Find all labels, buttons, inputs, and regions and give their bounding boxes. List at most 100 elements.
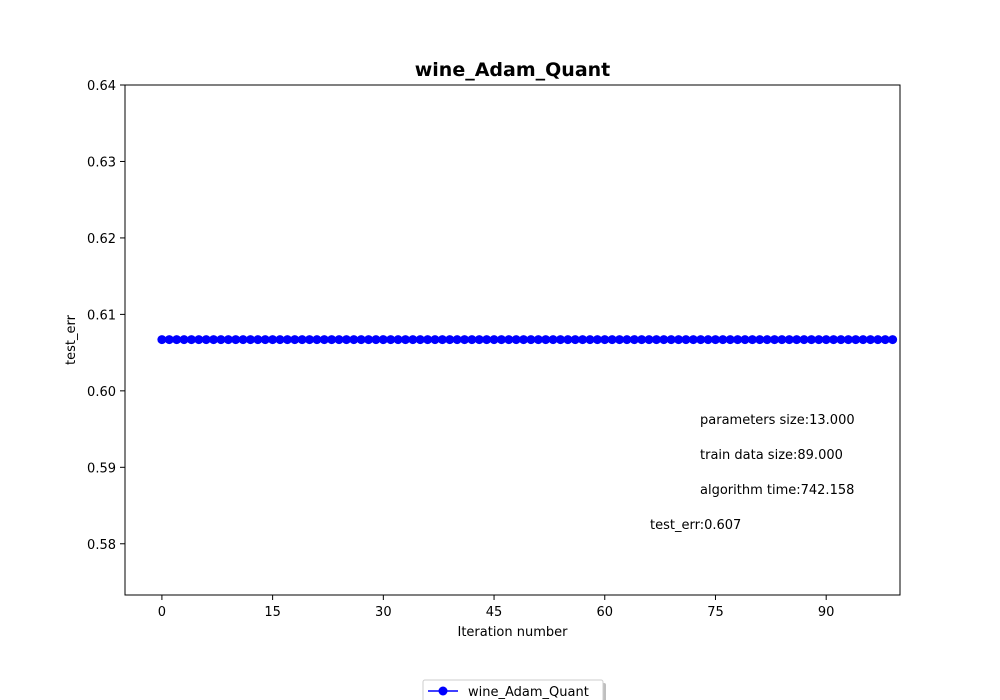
data-point [836,335,846,345]
y-tick-label: 0.64 [87,79,116,94]
data-point [541,335,551,345]
data-point [231,335,241,345]
data-point [806,335,816,345]
data-point [437,335,447,345]
y-tick-label: 0.62 [87,232,116,247]
y-tick-label: 0.60 [87,385,116,400]
data-point [312,335,322,345]
data-point [423,335,433,345]
data-point [637,335,647,345]
data-point [644,335,654,345]
data-point [341,335,351,345]
data-point [260,335,270,345]
data-point [290,335,300,345]
x-axis: 0 15 30 45 60 75 90 [158,595,834,620]
series-layer [157,335,898,345]
data-point [725,335,735,345]
data-point [755,335,765,345]
data-point [364,335,374,345]
data-point [378,335,388,345]
data-point [209,335,219,345]
data-point [334,335,344,345]
data-point [851,335,861,345]
data-point [268,335,278,345]
data-point [585,335,595,345]
data-point [201,335,211,345]
data-point [696,335,706,345]
data-point [615,335,625,345]
data-point [710,335,720,345]
data-point [629,335,639,345]
data-point [784,335,794,345]
data-point [740,335,750,345]
data-point [888,335,898,345]
data-point [327,335,337,345]
data-point [467,335,477,345]
data-point [371,335,381,345]
y-tick-label: 0.63 [87,155,116,170]
data-point [777,335,787,345]
data-point [555,335,565,345]
data-point [282,335,292,345]
data-point [792,335,802,345]
data-point [297,335,307,345]
data-point [570,335,580,345]
legend-box [422,679,604,700]
data-point [674,335,684,345]
y-axis: 0.58 0.59 0.60 0.61 0.62 0.63 0.64 [87,79,125,553]
x-tick-label: 45 [486,605,503,620]
data-point [164,335,174,345]
data-point [592,335,602,345]
x-axis-label: Iteration number [457,625,568,640]
data-point [445,335,455,345]
data-point [496,335,506,345]
data-point [223,335,233,345]
data-point [253,335,263,345]
data-point [607,335,617,345]
data-point [533,335,543,345]
data-point [829,335,839,345]
data-point [452,335,462,345]
data-point [770,335,780,345]
annotation-train-data-size: train data size:89.000 [700,448,843,463]
data-point [519,335,529,345]
data-point [563,335,573,345]
data-point [245,335,255,345]
data-point [600,335,610,345]
data-point [460,335,470,345]
x-tick-label: 75 [707,605,724,620]
data-point [408,335,418,345]
data-point [622,335,632,345]
data-point [157,335,167,345]
chart-title: wine_Adam_Quant [415,59,611,81]
data-point [843,335,853,345]
legend-entry-label: wine_Adam_Quant [468,685,589,700]
data-point [865,335,875,345]
data-point [305,335,315,345]
data-point [386,335,396,345]
data-point [762,335,772,345]
data-point [356,335,366,345]
data-point [858,335,868,345]
data-point [319,335,329,345]
legend-marker-swatch [438,686,448,696]
data-point [821,335,831,345]
y-axis-label: test_err [64,314,79,365]
y-tick-label: 0.61 [87,308,116,323]
data-point [194,335,204,345]
data-point [275,335,285,345]
data-point [393,335,403,345]
data-point [548,335,558,345]
data-point [349,335,359,345]
data-point [415,335,425,345]
annotation-test-err: test_err:0.607 [650,518,741,533]
data-point [799,335,809,345]
data-point [504,335,514,345]
data-point [578,335,588,345]
data-point [688,335,698,345]
data-point [873,335,883,345]
data-point [681,335,691,345]
x-tick-label: 15 [264,605,281,620]
data-point [718,335,728,345]
